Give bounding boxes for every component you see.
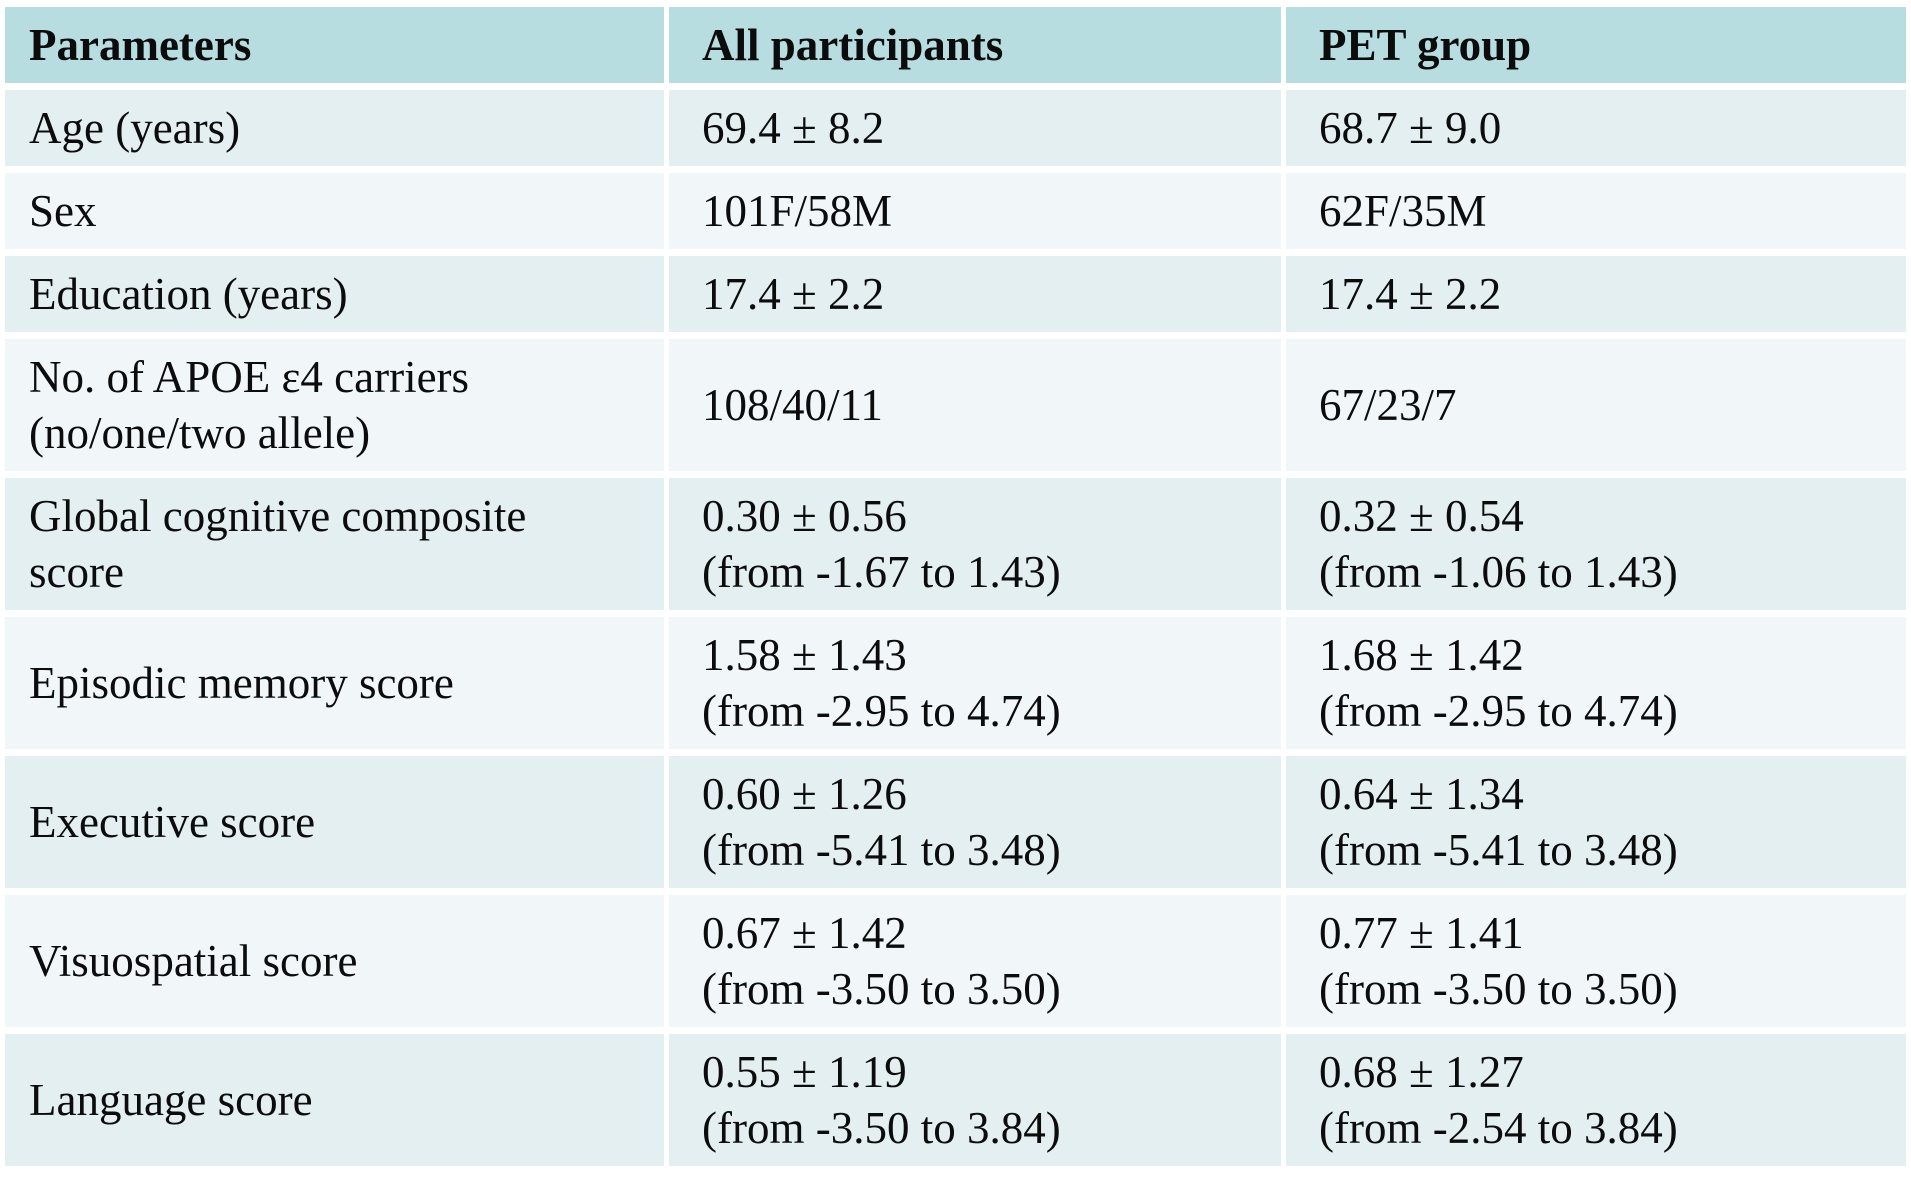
parameter-label-line2: (no/one/two allele): [29, 408, 371, 458]
column-header-all-participants: All participants: [669, 7, 1281, 83]
table-row-age: Age (years) 69.4 ± 8.2 68.7 ± 9.0: [5, 90, 1906, 166]
value-range: (from -3.50 to 3.84): [702, 1103, 1061, 1153]
all-participants-value-cell: 1.58 ± 1.43 (from -2.95 to 4.74): [669, 617, 1281, 749]
all-participants-value-cell: 0.60 ± 1.26 (from -5.41 to 3.48): [669, 756, 1281, 888]
header-row: Parameters All participants PET group: [5, 7, 1906, 83]
all-participants-value-cell: 0.67 ± 1.42 (from -3.50 to 3.50): [669, 895, 1281, 1027]
value-range: (from -1.67 to 1.43): [702, 547, 1061, 597]
parameter-label-cell: Visuospatial score: [5, 895, 664, 1027]
value-mean: 1.68 ± 1.42: [1319, 630, 1524, 680]
parameter-label: Episodic memory score: [29, 658, 454, 708]
parameter-label: Executive score: [29, 797, 316, 847]
parameter-label-cell: Sex: [5, 173, 664, 249]
parameter-label: Age (years): [29, 103, 241, 153]
value-range: (from -2.95 to 4.74): [1319, 686, 1678, 736]
all-participants-value-cell: 0.55 ± 1.19 (from -3.50 to 3.84): [669, 1034, 1281, 1166]
value-range: (from -3.50 to 3.50): [1319, 964, 1678, 1014]
parameter-label-cell: Global cognitive composite score: [5, 478, 664, 610]
table-row-executive: Executive score 0.60 ± 1.26 (from -5.41 …: [5, 756, 1906, 888]
parameter-label-cell: Age (years): [5, 90, 664, 166]
all-participants-value-cell: 108/40/11: [669, 339, 1281, 471]
value-mean: 0.32 ± 0.54: [1319, 491, 1524, 541]
parameter-label-cell: Education (years): [5, 256, 664, 332]
pet-group-value-cell: 0.77 ± 1.41 (from -3.50 to 3.50): [1286, 895, 1906, 1027]
table-row-language: Language score 0.55 ± 1.19 (from -3.50 t…: [5, 1034, 1906, 1166]
all-participants-value-cell: 69.4 ± 8.2: [669, 90, 1281, 166]
parameter-label: No. of APOE ε4 carriers: [29, 352, 470, 402]
value-mean: 17.4 ± 2.2: [702, 269, 885, 319]
table-row-education: Education (years) 17.4 ± 2.2 17.4 ± 2.2: [5, 256, 1906, 332]
all-participants-value-cell: 17.4 ± 2.2: [669, 256, 1281, 332]
table-row-apoe-carriers: No. of APOE ε4 carriers (no/one/two alle…: [5, 339, 1906, 471]
value-mean: 0.60 ± 1.26: [702, 769, 907, 819]
pet-group-value-cell: 67/23/7: [1286, 339, 1906, 471]
table-row-episodic-memory: Episodic memory score 1.58 ± 1.43 (from …: [5, 617, 1906, 749]
value-mean: 0.68 ± 1.27: [1319, 1047, 1524, 1097]
value-range: (from -5.41 to 3.48): [702, 825, 1061, 875]
pet-group-value-cell: 62F/35M: [1286, 173, 1906, 249]
value-mean: 68.7 ± 9.0: [1319, 103, 1502, 153]
value-mean: 17.4 ± 2.2: [1319, 269, 1502, 319]
value-mean: 108/40/11: [702, 380, 883, 430]
pet-group-value-cell: 1.68 ± 1.42 (from -2.95 to 4.74): [1286, 617, 1906, 749]
parameter-label: Global cognitive composite: [29, 491, 527, 541]
value-mean: 0.30 ± 0.56: [702, 491, 907, 541]
pet-group-value-cell: 0.32 ± 0.54 (from -1.06 to 1.43): [1286, 478, 1906, 610]
parameter-label-cell: Executive score: [5, 756, 664, 888]
parameter-label-cell: No. of APOE ε4 carriers (no/one/two alle…: [5, 339, 664, 471]
value-range: (from -1.06 to 1.43): [1319, 547, 1678, 597]
parameter-label-line2: score: [29, 547, 124, 597]
pet-group-value-cell: 68.7 ± 9.0: [1286, 90, 1906, 166]
pet-group-value-cell: 0.68 ± 1.27 (from -2.54 to 3.84): [1286, 1034, 1906, 1166]
column-header-parameters: Parameters: [5, 7, 664, 83]
value-mean: 0.55 ± 1.19: [702, 1047, 907, 1097]
table-row-sex: Sex 101F/58M 62F/35M: [5, 173, 1906, 249]
value-mean: 0.64 ± 1.34: [1319, 769, 1524, 819]
value-range: (from -3.50 to 3.50): [702, 964, 1061, 1014]
parameter-label: Sex: [29, 186, 97, 236]
value-mean: 67/23/7: [1319, 380, 1457, 430]
pet-group-value-cell: 17.4 ± 2.2: [1286, 256, 1906, 332]
value-range: (from -5.41 to 3.48): [1319, 825, 1678, 875]
table-row-global-cognitive: Global cognitive composite score 0.30 ± …: [5, 478, 1906, 610]
value-range: (from -2.54 to 3.84): [1319, 1103, 1678, 1153]
value-mean: 62F/35M: [1319, 186, 1487, 236]
table-row-visuospatial: Visuospatial score 0.67 ± 1.42 (from -3.…: [5, 895, 1906, 1027]
value-mean: 69.4 ± 8.2: [702, 103, 885, 153]
column-header-pet-group: PET group: [1286, 7, 1906, 83]
all-participants-value-cell: 0.30 ± 0.56 (from -1.67 to 1.43): [669, 478, 1281, 610]
value-mean: 0.77 ± 1.41: [1319, 908, 1524, 958]
parameter-label-cell: Episodic memory score: [5, 617, 664, 749]
value-mean: 101F/58M: [702, 186, 893, 236]
all-participants-value-cell: 101F/58M: [669, 173, 1281, 249]
value-range: (from -2.95 to 4.74): [702, 686, 1061, 736]
parameter-label: Visuospatial score: [29, 936, 358, 986]
parameter-label: Language score: [29, 1075, 313, 1125]
value-mean: 1.58 ± 1.43: [702, 630, 907, 680]
pet-group-value-cell: 0.64 ± 1.34 (from -5.41 to 3.48): [1286, 756, 1906, 888]
parameter-label: Education (years): [29, 269, 348, 319]
parameter-label-cell: Language score: [5, 1034, 664, 1166]
value-mean: 0.67 ± 1.42: [702, 908, 907, 958]
